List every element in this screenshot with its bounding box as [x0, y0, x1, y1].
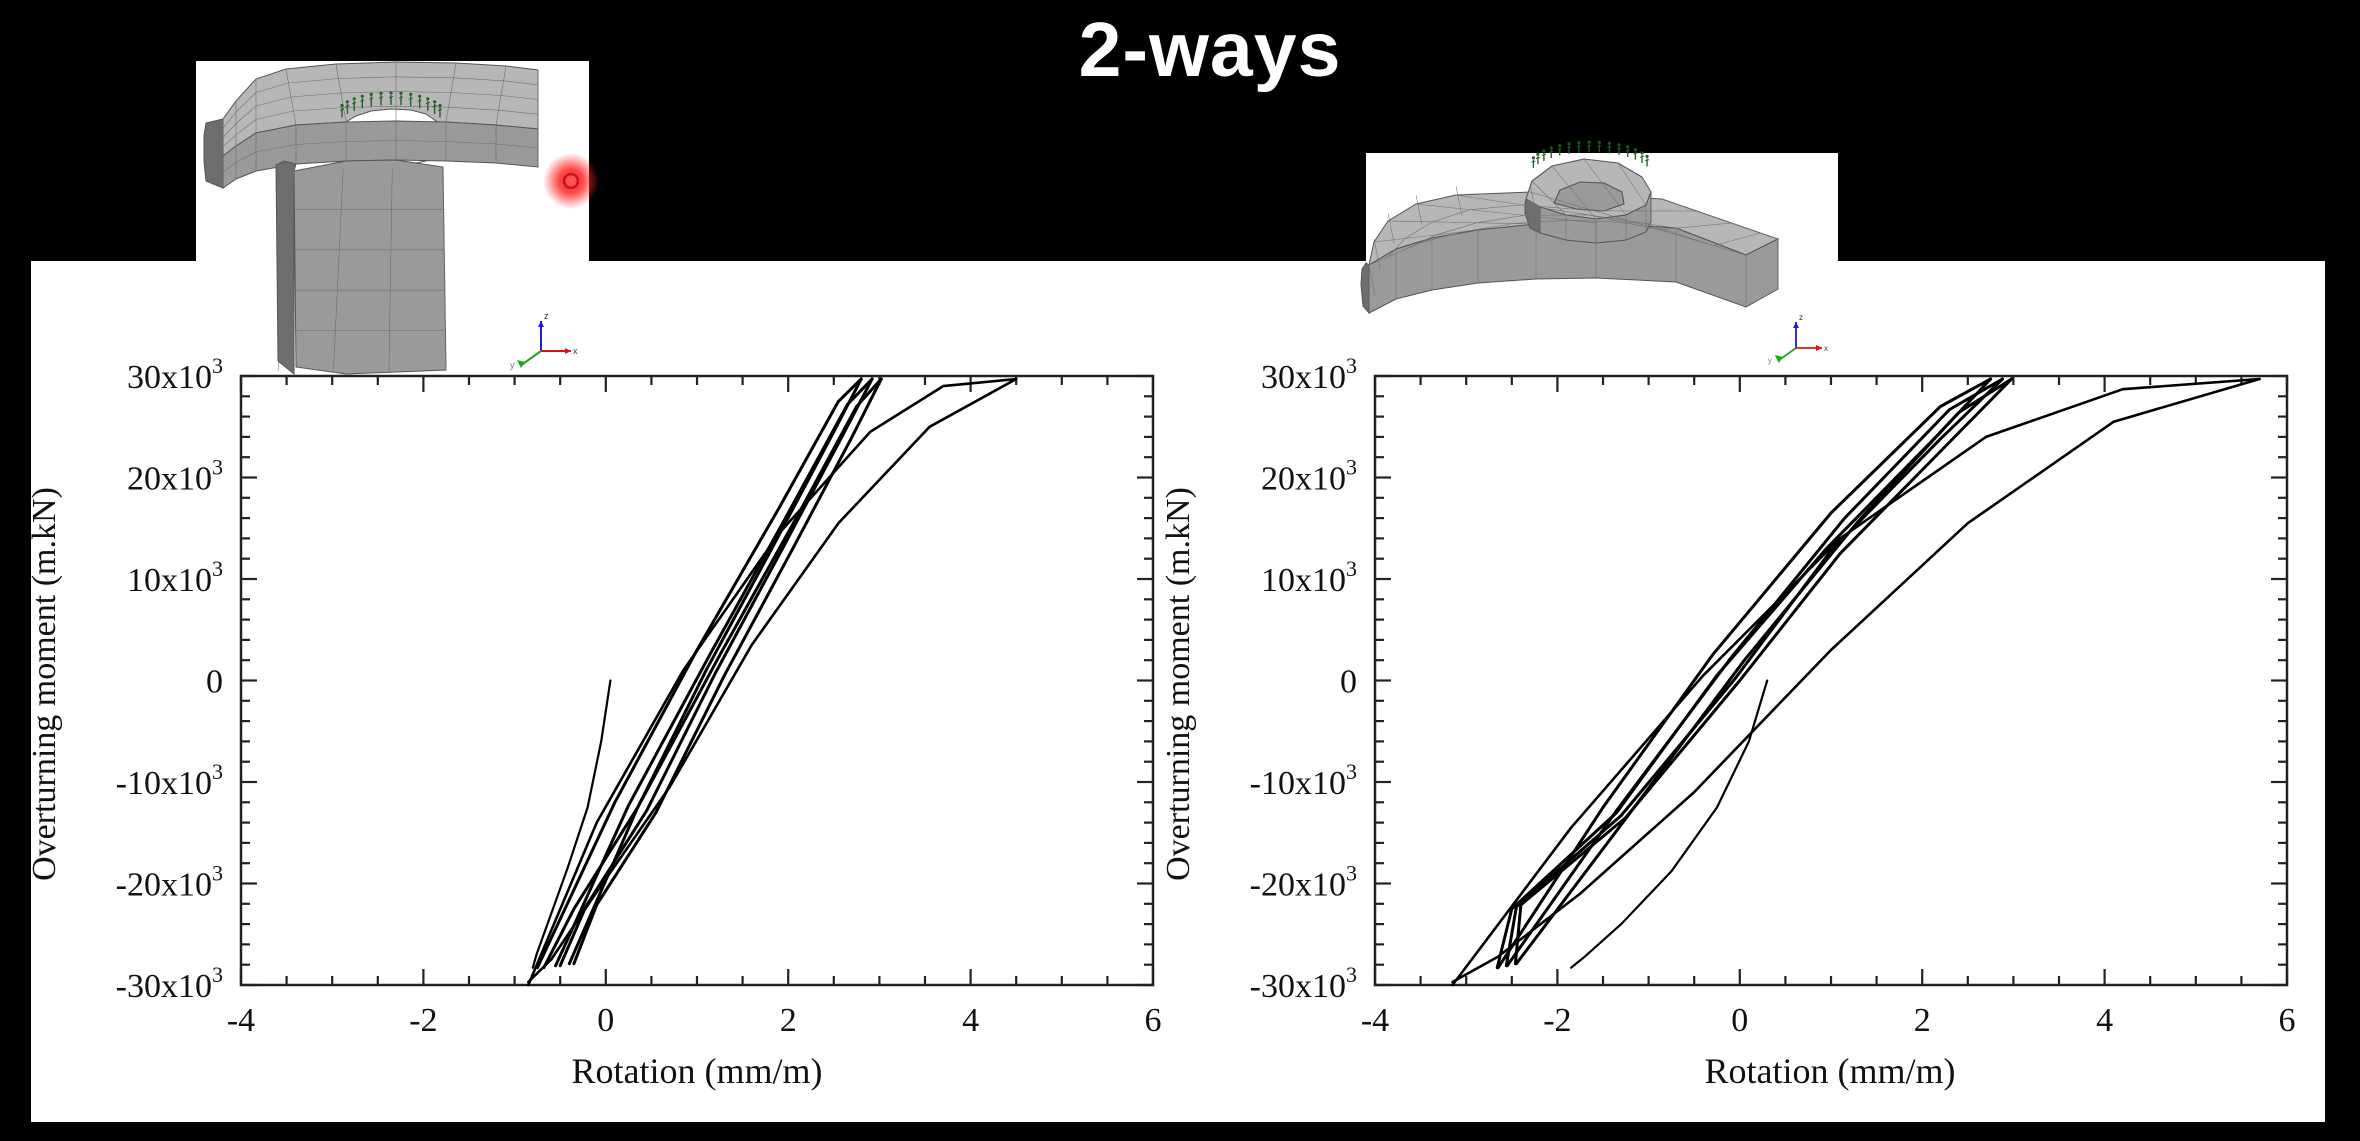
svg-text:x: x — [573, 346, 578, 356]
svg-text:0: 0 — [1731, 1002, 1748, 1039]
svg-text:20x103: 20x103 — [1261, 455, 1357, 498]
svg-text:6: 6 — [1145, 1002, 1162, 1039]
svg-text:-10x103: -10x103 — [1250, 759, 1357, 802]
svg-text:-30x103: -30x103 — [116, 962, 223, 1005]
svg-text:10x103: 10x103 — [1261, 556, 1357, 599]
svg-text:-10x103: -10x103 — [116, 759, 223, 802]
svg-text:-30x103: -30x103 — [1250, 962, 1357, 1005]
svg-text:30x103: 30x103 — [127, 353, 223, 396]
svg-text:6: 6 — [2279, 1002, 2296, 1039]
svg-text:-20x103: -20x103 — [116, 861, 223, 904]
svg-text:y: y — [510, 360, 515, 370]
svg-text:2: 2 — [1914, 1002, 1931, 1039]
svg-text:x: x — [1824, 344, 1828, 353]
svg-text:20x103: 20x103 — [127, 455, 223, 498]
svg-text:-20x103: -20x103 — [1250, 861, 1357, 904]
svg-text:0: 0 — [597, 1002, 614, 1039]
svg-text:10x103: 10x103 — [127, 556, 223, 599]
svg-text:-2: -2 — [409, 1002, 437, 1039]
svg-text:0: 0 — [1340, 664, 1357, 701]
svg-text:-4: -4 — [1361, 1002, 1389, 1039]
svg-text:2: 2 — [780, 1002, 797, 1039]
svg-text:-2: -2 — [1543, 1002, 1571, 1039]
svg-text:z: z — [544, 311, 549, 321]
svg-text:-4: -4 — [227, 1002, 255, 1039]
svg-text:30x103: 30x103 — [1261, 353, 1357, 396]
svg-text:4: 4 — [962, 1002, 979, 1039]
svg-text:0: 0 — [206, 664, 223, 701]
svg-text:4: 4 — [2096, 1002, 2113, 1039]
svg-text:z: z — [1799, 313, 1803, 322]
svg-text:y: y — [1768, 356, 1772, 365]
